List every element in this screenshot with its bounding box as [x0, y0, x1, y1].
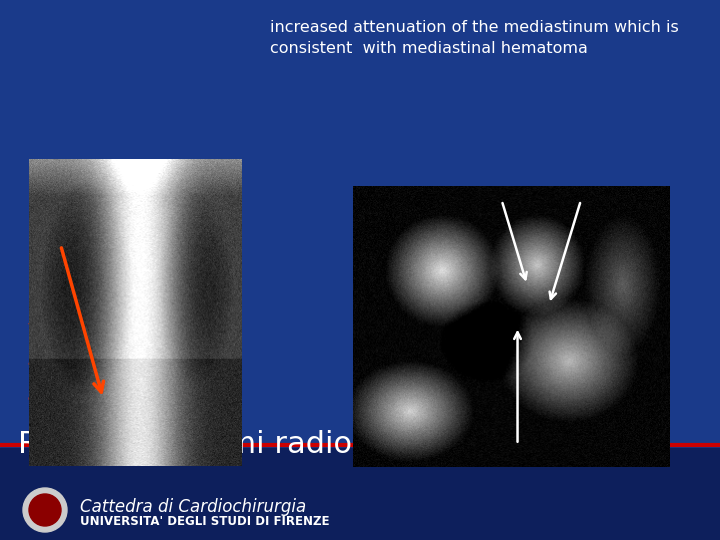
Text: increased attenuation of the mediastinum which is
consistent  with mediastinal h: increased attenuation of the mediastinum…: [270, 20, 679, 56]
Text: widening of the
mediastinal contour
and deformity and blurred
margins
of the sup: widening of the mediastinal contour and …: [28, 320, 227, 423]
Text: Cattedra di Cardiochirurgia: Cattedra di Cardiochirurgia: [80, 498, 306, 516]
Bar: [0, 448, 720, 540]
Text: irregularity continuity of the aortic outline: irregularity continuity of the aortic ou…: [355, 362, 663, 377]
Circle shape: [29, 494, 61, 526]
Text: UNIVERSITA' DEGLI STUDI DI FIRENZE: UNIVERSITA' DEGLI STUDI DI FIRENZE: [80, 515, 330, 528]
Text: ROTTURA:Esami radiologici: ROTTURA:Esami radiologici: [18, 430, 432, 459]
Circle shape: [23, 488, 67, 532]
